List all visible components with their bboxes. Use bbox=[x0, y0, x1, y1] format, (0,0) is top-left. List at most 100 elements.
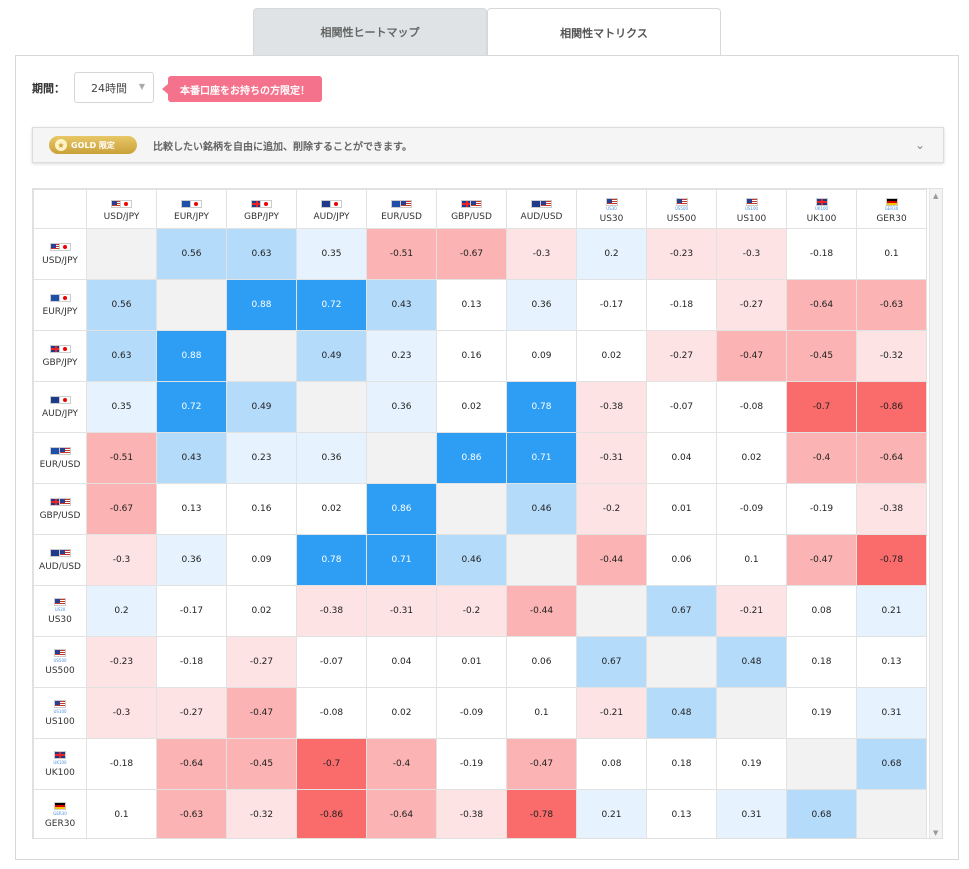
correlation-cell[interactable]: 0.43 bbox=[156, 432, 227, 484]
correlation-cell[interactable]: 0.21 bbox=[856, 585, 927, 637]
correlation-cell[interactable]: -0.21 bbox=[716, 585, 787, 637]
correlation-cell[interactable]: 0.63 bbox=[86, 330, 157, 382]
correlation-cell[interactable]: -0.27 bbox=[716, 279, 787, 331]
correlation-cell[interactable]: 0.18 bbox=[646, 738, 717, 790]
scroll-down-icon[interactable]: ▼ bbox=[933, 829, 939, 837]
correlation-cell[interactable]: -0.18 bbox=[86, 738, 157, 790]
correlation-cell[interactable]: 0.08 bbox=[576, 738, 647, 790]
correlation-cell[interactable]: -0.3 bbox=[716, 228, 787, 280]
correlation-cell[interactable]: 0.78 bbox=[296, 534, 367, 586]
correlation-cell[interactable]: 0.1 bbox=[506, 687, 577, 739]
correlation-cell[interactable]: -0.19 bbox=[786, 483, 857, 535]
correlation-cell[interactable]: -0.31 bbox=[366, 585, 437, 637]
correlation-cell[interactable]: 0.36 bbox=[506, 279, 577, 331]
correlation-cell[interactable]: 0.49 bbox=[296, 330, 367, 382]
correlation-cell[interactable]: -0.09 bbox=[716, 483, 787, 535]
correlation-cell[interactable]: -0.78 bbox=[506, 789, 577, 838]
correlation-cell[interactable]: 0.13 bbox=[436, 279, 507, 331]
correlation-cell[interactable]: -0.67 bbox=[86, 483, 157, 535]
correlation-cell[interactable]: 0.01 bbox=[436, 636, 507, 688]
correlation-cell[interactable]: 0.86 bbox=[366, 483, 437, 535]
correlation-cell[interactable]: -0.3 bbox=[86, 687, 157, 739]
correlation-cell[interactable]: -0.45 bbox=[226, 738, 297, 790]
correlation-cell[interactable]: -0.64 bbox=[786, 279, 857, 331]
scroll-up-icon[interactable]: ▲ bbox=[933, 192, 939, 200]
correlation-cell[interactable] bbox=[646, 636, 717, 688]
correlation-cell[interactable]: -0.44 bbox=[576, 534, 647, 586]
correlation-cell[interactable]: -0.64 bbox=[856, 432, 927, 484]
gold-feature-bar[interactable]: ★ GOLD 限定 比較したい銘柄を自由に追加、削除することができます。 ⌄ bbox=[32, 127, 944, 163]
correlation-cell[interactable]: 0.68 bbox=[856, 738, 927, 790]
correlation-cell[interactable]: -0.32 bbox=[856, 330, 927, 382]
correlation-cell[interactable]: 0.04 bbox=[366, 636, 437, 688]
correlation-cell[interactable]: 0.46 bbox=[506, 483, 577, 535]
correlation-cell[interactable]: 0.72 bbox=[296, 279, 367, 331]
correlation-cell[interactable]: 0.21 bbox=[576, 789, 647, 838]
correlation-cell[interactable]: -0.23 bbox=[86, 636, 157, 688]
correlation-cell[interactable]: -0.44 bbox=[506, 585, 577, 637]
correlation-cell[interactable]: 0.13 bbox=[646, 789, 717, 838]
correlation-cell[interactable]: -0.38 bbox=[856, 483, 927, 535]
correlation-cell[interactable]: 0.06 bbox=[646, 534, 717, 586]
correlation-cell[interactable]: 0.35 bbox=[86, 381, 157, 433]
correlation-cell[interactable]: -0.3 bbox=[86, 534, 157, 586]
correlation-cell[interactable]: 0.1 bbox=[716, 534, 787, 586]
correlation-cell[interactable]: 0.09 bbox=[506, 330, 577, 382]
correlation-cell[interactable]: -0.08 bbox=[296, 687, 367, 739]
correlation-cell[interactable]: 0.02 bbox=[716, 432, 787, 484]
correlation-cell[interactable]: -0.18 bbox=[646, 279, 717, 331]
correlation-cell[interactable]: 0.02 bbox=[296, 483, 367, 535]
correlation-cell[interactable]: -0.27 bbox=[226, 636, 297, 688]
correlation-cell[interactable]: -0.19 bbox=[436, 738, 507, 790]
expand-chevron-icon[interactable]: ⌄ bbox=[914, 138, 925, 152]
correlation-cell[interactable]: 0.1 bbox=[86, 789, 157, 838]
correlation-cell[interactable]: 0.19 bbox=[716, 738, 787, 790]
correlation-cell[interactable]: 0.09 bbox=[226, 534, 297, 586]
correlation-cell[interactable]: -0.27 bbox=[156, 687, 227, 739]
correlation-cell[interactable]: 0.78 bbox=[506, 381, 577, 433]
correlation-cell[interactable]: -0.2 bbox=[576, 483, 647, 535]
correlation-cell[interactable]: 0.49 bbox=[226, 381, 297, 433]
correlation-cell[interactable]: 0.16 bbox=[226, 483, 297, 535]
correlation-cell[interactable]: -0.86 bbox=[856, 381, 927, 433]
correlation-cell[interactable]: -0.63 bbox=[156, 789, 227, 838]
correlation-cell[interactable]: -0.17 bbox=[156, 585, 227, 637]
correlation-cell[interactable] bbox=[506, 534, 577, 586]
correlation-cell[interactable]: 0.06 bbox=[506, 636, 577, 688]
tab-matrix[interactable]: 相関性マトリクス bbox=[487, 8, 721, 56]
tab-heatmap[interactable]: 相関性ヒートマップ bbox=[253, 8, 487, 56]
correlation-cell[interactable]: -0.63 bbox=[856, 279, 927, 331]
correlation-cell[interactable]: -0.3 bbox=[506, 228, 577, 280]
correlation-cell[interactable]: -0.78 bbox=[856, 534, 927, 586]
correlation-cell[interactable]: -0.51 bbox=[366, 228, 437, 280]
vertical-scrollbar[interactable]: ▲ ▼ bbox=[929, 189, 942, 838]
correlation-cell[interactable]: 0.88 bbox=[156, 330, 227, 382]
correlation-cell[interactable]: 0.88 bbox=[226, 279, 297, 331]
correlation-cell[interactable]: -0.7 bbox=[786, 381, 857, 433]
correlation-cell[interactable]: -0.18 bbox=[786, 228, 857, 280]
correlation-cell[interactable]: -0.31 bbox=[576, 432, 647, 484]
correlation-cell[interactable]: 0.02 bbox=[576, 330, 647, 382]
correlation-cell[interactable]: 0.56 bbox=[86, 279, 157, 331]
correlation-cell[interactable]: -0.38 bbox=[296, 585, 367, 637]
correlation-cell[interactable]: 0.36 bbox=[366, 381, 437, 433]
correlation-cell[interactable]: -0.47 bbox=[716, 330, 787, 382]
correlation-cell[interactable]: 0.19 bbox=[786, 687, 857, 739]
correlation-cell[interactable]: -0.27 bbox=[646, 330, 717, 382]
correlation-cell[interactable] bbox=[86, 228, 157, 280]
correlation-cell[interactable]: -0.45 bbox=[786, 330, 857, 382]
correlation-cell[interactable] bbox=[786, 738, 857, 790]
correlation-cell[interactable]: 0.23 bbox=[226, 432, 297, 484]
correlation-cell[interactable]: -0.67 bbox=[436, 228, 507, 280]
correlation-cell[interactable]: -0.4 bbox=[366, 738, 437, 790]
period-select[interactable]: 24時間 ▼ bbox=[74, 72, 154, 103]
correlation-cell[interactable] bbox=[226, 330, 297, 382]
correlation-cell[interactable]: 0.86 bbox=[436, 432, 507, 484]
correlation-cell[interactable] bbox=[576, 585, 647, 637]
correlation-cell[interactable]: -0.7 bbox=[296, 738, 367, 790]
correlation-cell[interactable]: 0.48 bbox=[646, 687, 717, 739]
correlation-cell[interactable]: -0.21 bbox=[576, 687, 647, 739]
correlation-cell[interactable]: 0.04 bbox=[646, 432, 717, 484]
correlation-cell[interactable]: 0.02 bbox=[436, 381, 507, 433]
correlation-cell[interactable]: 0.08 bbox=[786, 585, 857, 637]
